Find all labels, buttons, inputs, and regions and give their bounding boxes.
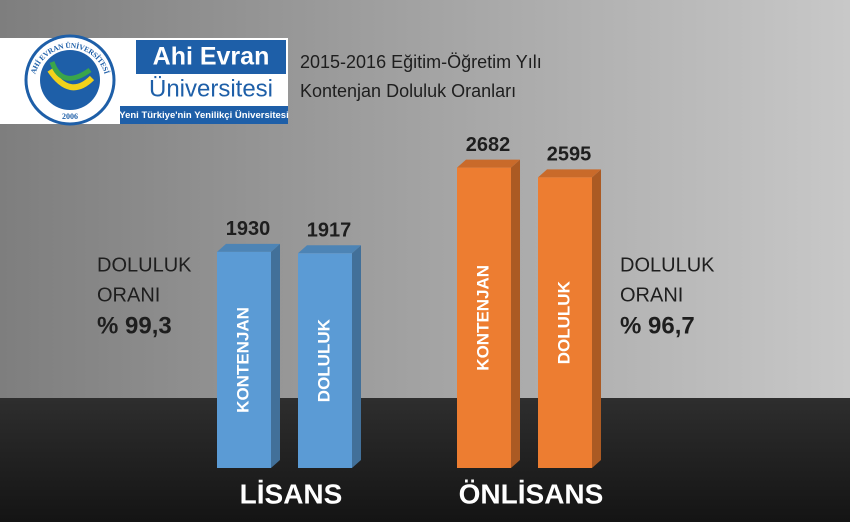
- series-label: DOLULUK: [554, 280, 573, 364]
- bar: [217, 251, 271, 468]
- series-label: KONTENJAN: [473, 265, 492, 371]
- annotation-line: DOLULUK: [620, 254, 715, 276]
- annotation-line: ORANI: [620, 284, 683, 306]
- logo-slogan-bar: [120, 106, 288, 124]
- seal-year: 2006: [62, 112, 78, 121]
- series-label: DOLULUK: [314, 318, 333, 402]
- bar-side: [352, 245, 361, 468]
- annotation-rate: % 96,7: [620, 312, 695, 339]
- value-label: 1930: [226, 218, 271, 240]
- category-label: ÖNLİSANS: [459, 478, 604, 509]
- value-label: 2595: [547, 144, 592, 166]
- bar-side: [511, 159, 520, 468]
- category-label: LİSANS: [240, 478, 343, 509]
- chart-subtitle: Kontenjan Doluluk Oranları: [300, 81, 516, 101]
- annotation-rate: % 99,3: [97, 312, 172, 339]
- logo-banner: [136, 40, 286, 74]
- bar-top: [217, 243, 280, 252]
- bar: [538, 177, 592, 469]
- logo: AHİ EVRAN ÜNİVERSİTESİ 2006 Ahi Evran Ün…: [0, 34, 289, 126]
- seal-emblem: [49, 61, 92, 81]
- bar: [457, 167, 511, 468]
- annotation-line: DOLULUK: [97, 254, 192, 276]
- logo-name2: Üniversitesi: [149, 75, 273, 102]
- chart-title: 2015-2016 Eğitim-Öğretim Yılı: [300, 52, 542, 72]
- bar-top: [457, 159, 520, 168]
- value-label: 1917: [307, 220, 352, 242]
- annotation-line: ORANI: [97, 284, 160, 306]
- bar: [298, 253, 352, 468]
- seal-emblem: [47, 68, 95, 91]
- bar-top: [538, 169, 601, 178]
- floor: [0, 398, 850, 522]
- bar-side: [592, 169, 601, 469]
- bar-top: [298, 245, 361, 254]
- value-label: 2682: [466, 134, 511, 156]
- logo-slogan: Yeni Türkiye'nin Yenilikçi Üniversitesi: [119, 110, 288, 121]
- logo-name: Ahi Evran: [153, 43, 270, 71]
- bar-side: [271, 243, 280, 468]
- series-label: KONTENJAN: [233, 307, 252, 413]
